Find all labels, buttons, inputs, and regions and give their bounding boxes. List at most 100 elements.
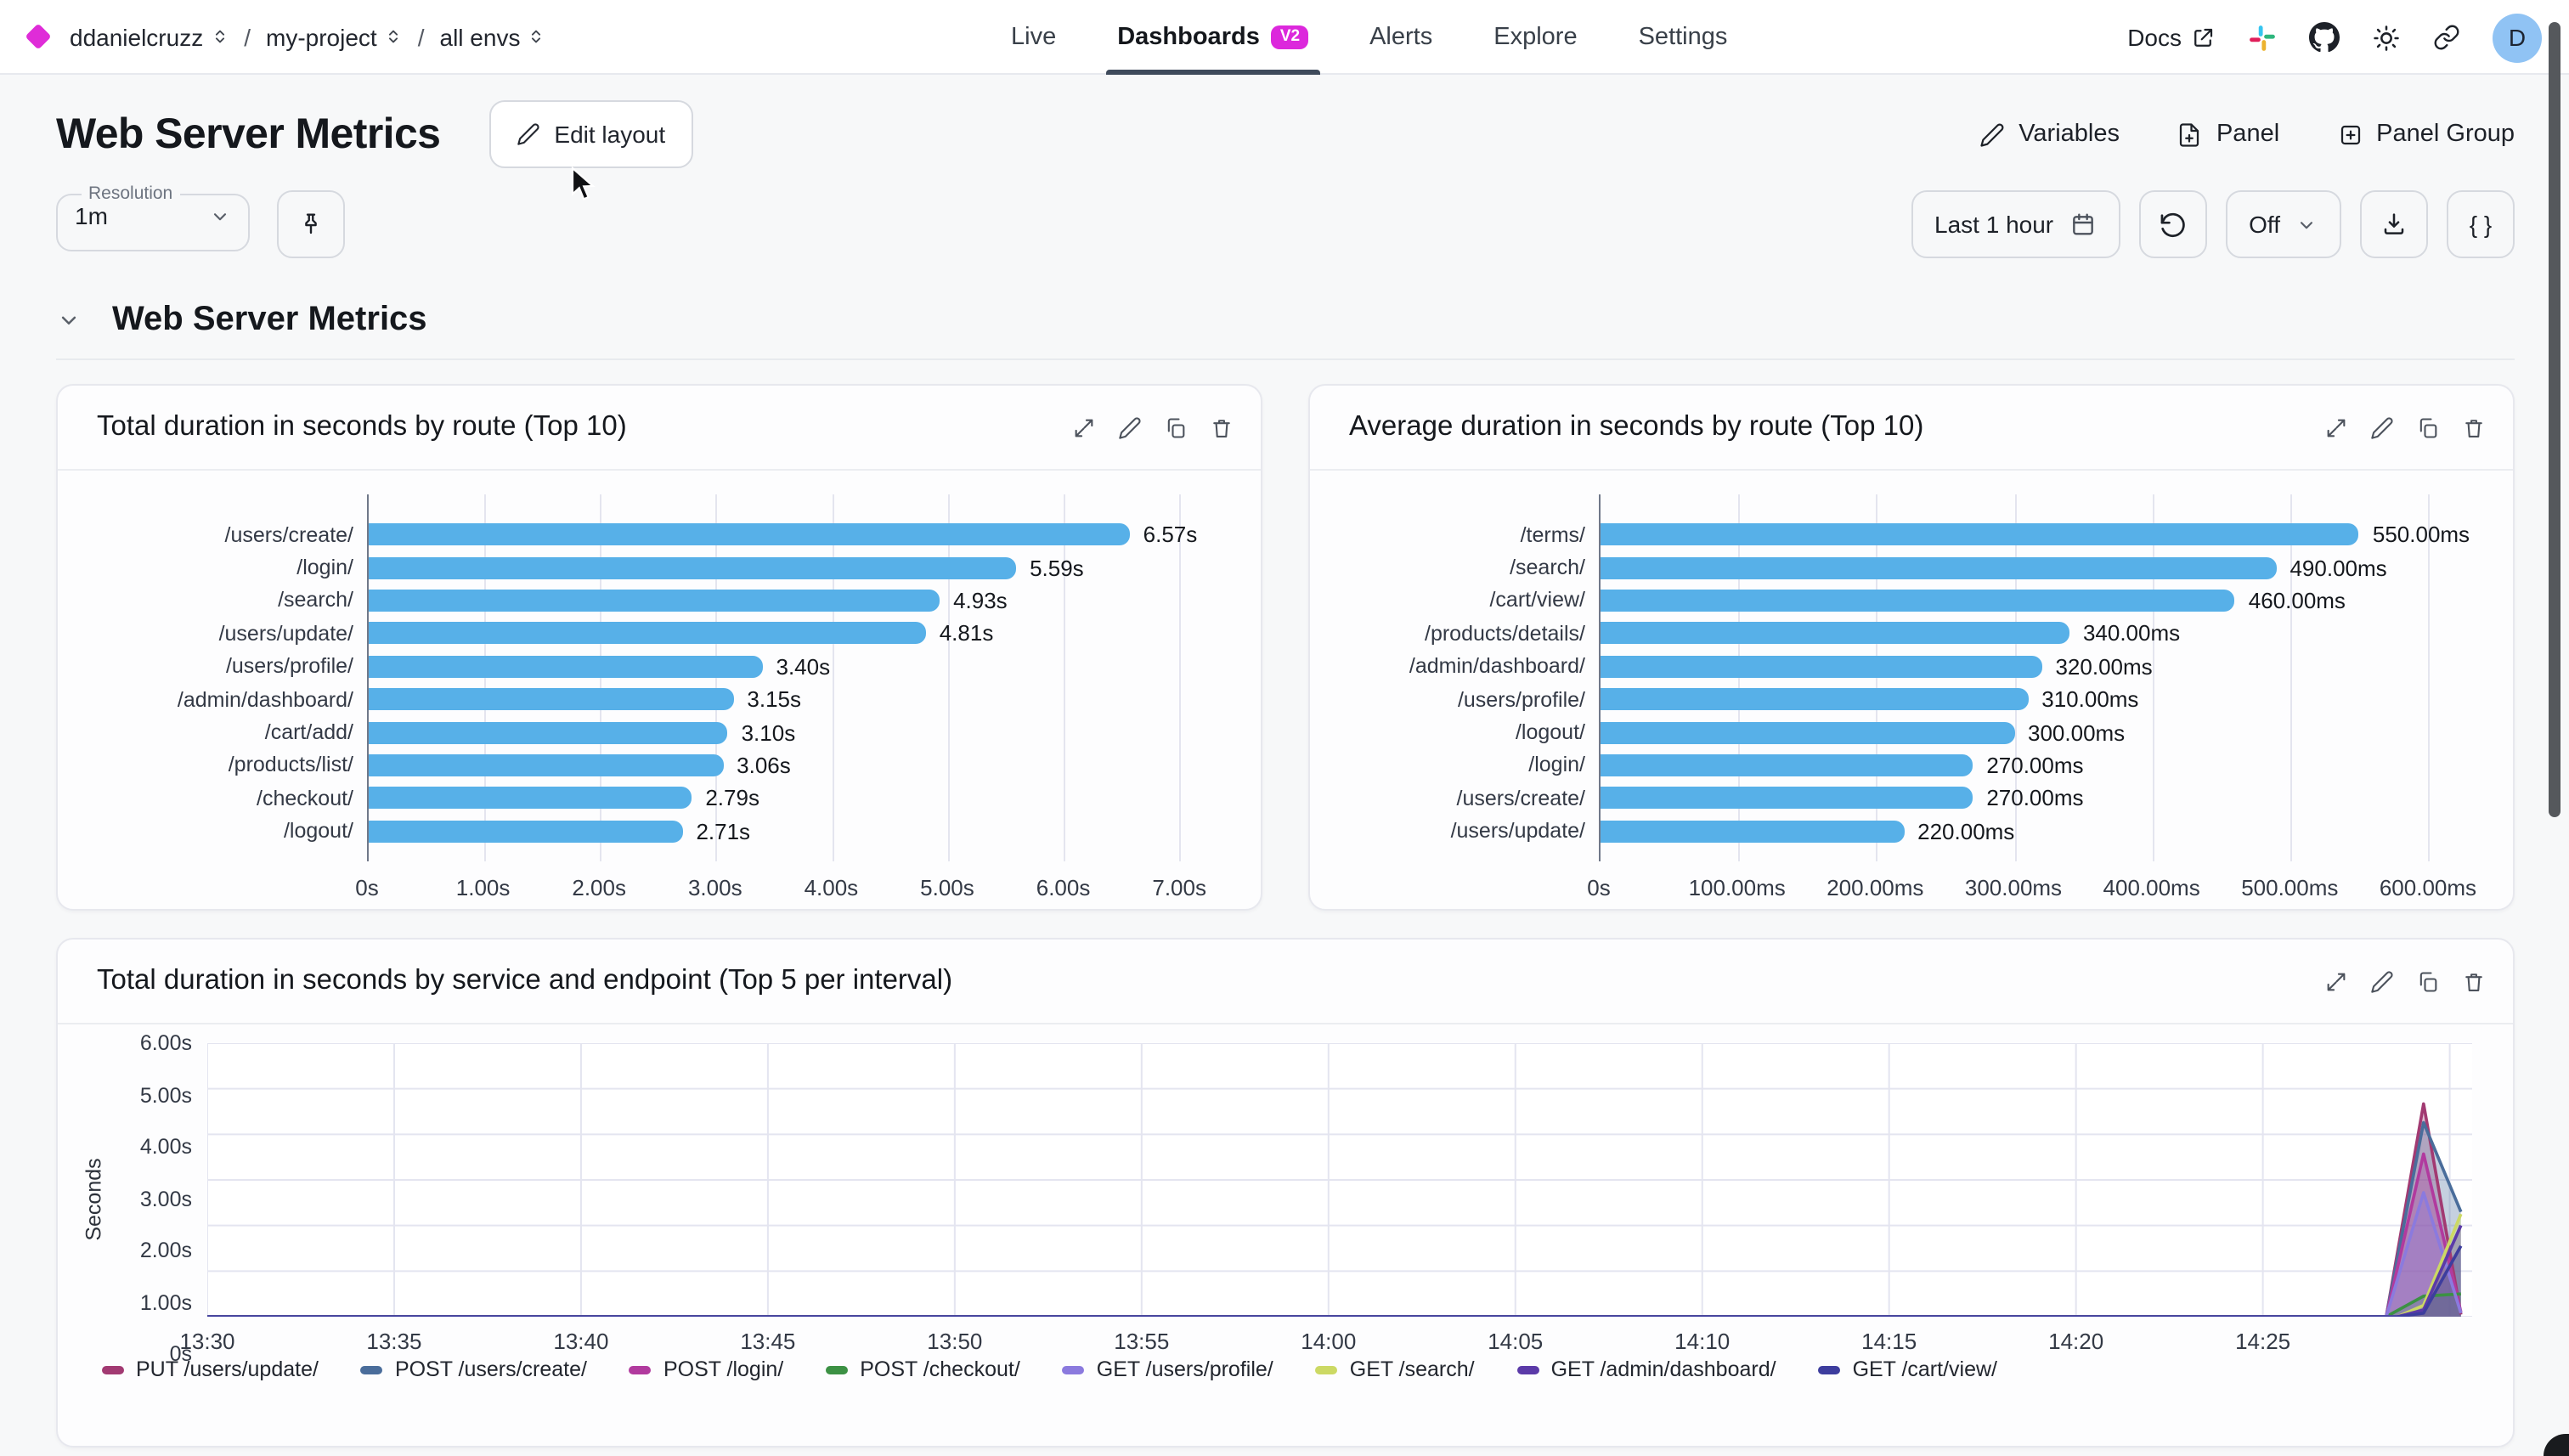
category-axis: /terms/ /search/ /cart/view/ /products/deta…: [1351, 494, 1599, 909]
axis-tick-label: 2.00s: [139, 1239, 192, 1262]
tab-alerts[interactable]: Alerts: [1369, 24, 1433, 51]
plot-column: 13:30 13:35 13:40 13:45 13:50 13:55 14:00 14:05…: [179, 1043, 2472, 1354]
bar-plot-area: 6.57s 5.59s 4.93s 4.81s 3.40s 3.15s 3.10s 3.06s…: [367, 494, 1220, 861]
tab-live[interactable]: Live: [1011, 24, 1057, 51]
user-avatar[interactable]: D: [2493, 13, 2542, 62]
panel-duration-by-service-endpoint: Total duration in seconds by service and…: [56, 938, 2515, 1448]
legend-label: POST /users/create/: [394, 1357, 587, 1381]
bar-value-label: 490.00ms: [2290, 555, 2387, 581]
duplicate-panel-button[interactable]: [2416, 969, 2440, 993]
bar-category-label: /users/create/: [224, 522, 353, 547]
bar: [369, 523, 1130, 546]
legend-item[interactable]: PUT /users/update/: [102, 1357, 319, 1381]
bar-category-label: /login/: [1528, 753, 1585, 777]
legend-swatch: [629, 1365, 652, 1374]
edit-panel-button[interactable]: [2370, 969, 2394, 993]
breadcrumb-env-selector[interactable]: all envs: [440, 23, 546, 50]
json-view-button[interactable]: { }: [2447, 190, 2515, 258]
updown-chevron-icon: [527, 27, 545, 46]
axis-tick-label: 13:30: [179, 1329, 235, 1354]
tab-settings[interactable]: Settings: [1638, 24, 1728, 51]
hbar-chart: /users/create/ /login/ /search/ /users/upda…: [58, 471, 1261, 909]
theme-toggle-button[interactable]: [2372, 23, 2401, 52]
axis-tick-label: 2.00s: [572, 874, 626, 900]
download-button[interactable]: [2360, 190, 2428, 258]
bar-row: 5.59s: [369, 551, 1220, 584]
pin-resolution-button[interactable]: [277, 190, 345, 258]
scrollbar-thumb[interactable]: [2549, 22, 2561, 817]
duplicate-panel-button[interactable]: [1164, 415, 1188, 439]
collapse-chevron-icon[interactable]: [56, 308, 82, 333]
legend-label: POST /login/: [663, 1357, 784, 1381]
bar-plot-area: 550.00ms 490.00ms 460.00ms 340.00ms 320.00ms…: [1599, 494, 2472, 861]
legend-label: GET /admin/dashboard/: [1550, 1357, 1776, 1381]
delete-panel-button[interactable]: [1210, 415, 1234, 439]
bar-value-label: 5.59s: [1030, 555, 1084, 581]
legend-label: GET /users/profile/: [1096, 1357, 1273, 1381]
expand-panel-button[interactable]: [1072, 415, 1096, 439]
legend-item[interactable]: GET /admin/dashboard/: [1516, 1357, 1776, 1381]
tab-dashboards[interactable]: Dashboards V2: [1105, 0, 1322, 75]
v2-badge: V2: [1271, 25, 1309, 50]
legend-item[interactable]: POST /users/create/: [360, 1357, 587, 1381]
legend-swatch: [360, 1365, 383, 1374]
docs-link[interactable]: Docs: [2127, 24, 2216, 51]
add-panel-group-button[interactable]: Panel Group: [2337, 121, 2515, 148]
breadcrumb-org-selector[interactable]: ddanielcruzz: [70, 23, 229, 50]
bar: [1601, 721, 2014, 744]
legend-item[interactable]: GET /users/profile/: [1062, 1357, 1273, 1381]
axis-tick-label: 14:00: [1301, 1329, 1357, 1354]
slack-button[interactable]: [2248, 23, 2277, 52]
add-panel-button[interactable]: Panel: [2177, 121, 2279, 148]
brand-logo-diamond-icon: [25, 23, 52, 50]
expand-panel-button[interactable]: [2324, 969, 2348, 993]
delete-panel-button[interactable]: [2462, 415, 2486, 439]
bar-row: 3.06s: [369, 748, 1220, 782]
axis-tick-label: 600.00ms: [2379, 874, 2477, 900]
edit-layout-button[interactable]: Edit layout: [489, 100, 693, 168]
axis-tick-label: 3.00s: [139, 1187, 192, 1211]
variables-button[interactable]: Variables: [1979, 121, 2120, 148]
github-button[interactable]: [2309, 22, 2340, 53]
breadcrumb-separator: /: [244, 23, 251, 50]
bar-row: 3.40s: [369, 650, 1220, 683]
duplicate-panel-button[interactable]: [2416, 415, 2440, 439]
trash-icon: [2462, 969, 2486, 993]
panel-group-title: Web Server Metrics: [112, 301, 427, 338]
bar-category-label: /products/list/: [228, 753, 353, 777]
gridline: [1876, 494, 1878, 861]
legend-item[interactable]: POST /checkout/: [826, 1357, 1020, 1381]
auto-refresh-select[interactable]: Off: [2225, 190, 2341, 258]
gridline: [2014, 494, 2016, 861]
bar: [369, 589, 940, 612]
bar-category-label: /search/: [1510, 556, 1585, 580]
resolution-select[interactable]: Resolution 1m: [56, 183, 250, 251]
trash-icon: [1210, 415, 1234, 439]
time-range-button[interactable]: Last 1 hour: [1911, 190, 2120, 258]
gridline: [484, 494, 487, 861]
line-plot-area: [207, 1043, 2472, 1317]
legend-item[interactable]: GET /search/: [1315, 1357, 1475, 1381]
legend-item[interactable]: GET /cart/view/: [1818, 1357, 1997, 1381]
edit-panel-button[interactable]: [1118, 415, 1142, 439]
delete-panel-button[interactable]: [2462, 969, 2486, 993]
bar-category-label: /admin/dashboard/: [177, 687, 353, 712]
expand-icon: [1072, 415, 1096, 439]
refresh-button[interactable]: [2138, 190, 2207, 258]
expand-panel-button[interactable]: [2324, 415, 2348, 439]
main-nav-tabs: Live Dashboards V2 Alerts Explore Settin…: [1011, 0, 1727, 75]
breadcrumb-project-selector[interactable]: my-project: [266, 23, 403, 50]
bar-value-label: 3.10s: [741, 720, 796, 746]
axis-tick-label: 13:35: [366, 1329, 422, 1354]
external-link-icon: [2190, 25, 2216, 50]
bar-value-label: 270.00ms: [1986, 752, 2084, 778]
y-axis-title-text: Seconds: [82, 1157, 105, 1240]
copy-link-button[interactable]: [2433, 24, 2460, 51]
edit-panel-button[interactable]: [2370, 415, 2394, 439]
bar: [1601, 556, 2277, 579]
tab-explore[interactable]: Explore: [1493, 24, 1578, 51]
legend-item[interactable]: POST /login/: [629, 1357, 784, 1381]
bar-category-label: /search/: [278, 588, 353, 612]
bar-value-label: 2.79s: [705, 785, 759, 811]
axis-tick-label: 300.00ms: [1964, 874, 2063, 900]
